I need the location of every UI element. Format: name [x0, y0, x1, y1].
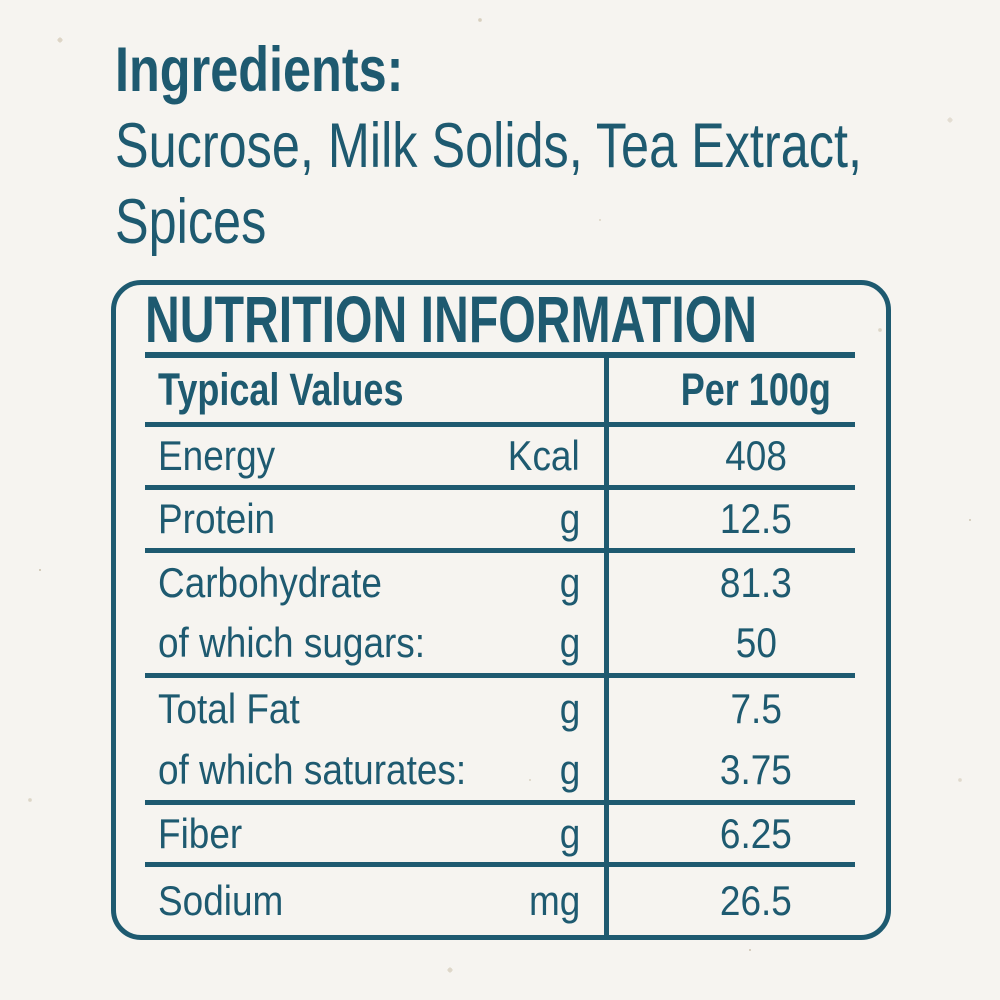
row-unit: g — [559, 559, 580, 606]
ingredients-line-1: Sucrose, Milk Solids, Tea Extract, — [115, 108, 1000, 184]
nutrition-title: NUTRITION INFORMATION — [145, 281, 757, 356]
row-unit: g — [559, 495, 580, 542]
header-label-cell: Typical Values — [116, 358, 604, 422]
table-row: Total Fat g 7.5 — [116, 678, 886, 739]
row-label: Fiber — [158, 809, 243, 857]
label-cell: Carbohydrate g — [116, 553, 604, 613]
value-cell: 7.5 — [604, 678, 886, 739]
table-subrow: of which saturates: g 3.75 — [116, 739, 886, 800]
row-separator — [145, 862, 855, 867]
header-per-cell: Per 100g — [604, 358, 886, 422]
label-cell: of which sugars: g — [116, 613, 604, 673]
label-cell: Protein g — [116, 490, 604, 548]
row-value: 6.25 — [720, 809, 792, 857]
column-divider — [604, 358, 609, 935]
value-cell: 81.3 — [604, 553, 886, 613]
row-group-sodium: Sodium mg 26.5 — [116, 867, 886, 935]
row-value: 26.5 — [720, 877, 792, 924]
label-cell: Energy Kcal — [116, 427, 604, 485]
ingredients-line-2-text: Spices — [115, 187, 267, 257]
row-value: 3.75 — [720, 745, 792, 793]
table-row: Sodium mg 26.5 — [116, 867, 886, 935]
row-value: 81.3 — [720, 559, 792, 606]
row-label: Total Fat — [158, 684, 300, 732]
row-value: 12.5 — [720, 495, 792, 542]
label-cell: Fiber g — [116, 805, 604, 862]
row-unit: g — [559, 619, 580, 666]
label-cell: Total Fat g — [116, 678, 604, 739]
row-separator — [145, 673, 855, 678]
table-row: Fiber g 6.25 — [116, 805, 886, 862]
row-value: 7.5 — [730, 684, 782, 732]
row-unit: g — [559, 809, 580, 857]
value-cell: 6.25 — [604, 805, 886, 862]
row-value: 50 — [735, 619, 777, 666]
header-typical-values: Typical Values — [158, 364, 404, 415]
label-cell: Sodium mg — [116, 867, 604, 935]
row-group-total-fat: Total Fat g 7.5 of which saturates: g 3.… — [116, 678, 886, 800]
value-cell: 408 — [604, 427, 886, 485]
row-value: 408 — [725, 432, 787, 479]
row-label: Protein — [158, 495, 276, 542]
row-separator — [145, 422, 855, 427]
row-unit: Kcal — [508, 432, 580, 479]
row-unit: g — [559, 745, 580, 793]
ingredients-line-2: Spices — [115, 184, 1000, 260]
row-label: Energy — [158, 432, 276, 479]
ingredients-section: Ingredients: Sucrose, Milk Solids, Tea E… — [115, 32, 1000, 260]
row-label: of which sugars: — [158, 619, 426, 666]
row-separator — [145, 800, 855, 805]
value-cell: 12.5 — [604, 490, 886, 548]
table-row: Carbohydrate g 81.3 — [116, 553, 886, 613]
row-label: Carbohydrate — [158, 559, 382, 606]
table-subrow: of which sugars: g 50 — [116, 613, 886, 673]
value-cell: 26.5 — [604, 867, 886, 935]
row-unit: mg — [528, 877, 580, 924]
value-cell: 50 — [604, 613, 886, 673]
nutrition-table: Typical Values Per 100g Energy Kcal 408 — [116, 358, 886, 935]
nutrition-information-box: NUTRITION INFORMATION Typical Values Per… — [111, 280, 891, 940]
table-row: Protein g 12.5 — [116, 490, 886, 548]
header-per-100g: Per 100g — [680, 364, 832, 415]
row-group-carbohydrate: Carbohydrate g 81.3 of which sugars: g 5… — [116, 553, 886, 673]
row-separator — [145, 548, 855, 553]
row-label: of which saturates: — [158, 745, 467, 793]
row-separator — [145, 485, 855, 490]
ingredients-heading-text: Ingredients: — [115, 35, 404, 105]
row-group-protein: Protein g 12.5 — [116, 490, 886, 548]
table-header-row: Typical Values Per 100g — [116, 358, 886, 422]
row-unit: g — [559, 684, 580, 732]
value-cell: 3.75 — [604, 739, 886, 800]
row-group-energy: Energy Kcal 408 — [116, 427, 886, 485]
title-rule — [145, 352, 855, 358]
row-group-fiber: Fiber g 6.25 — [116, 805, 886, 862]
nutrition-title-row: NUTRITION INFORMATION — [116, 282, 886, 356]
ingredients-line-1-text: Sucrose, Milk Solids, Tea Extract, — [115, 111, 862, 181]
label-cell: of which saturates: g — [116, 739, 604, 800]
ingredients-heading: Ingredients: — [115, 32, 1000, 108]
table-row: Energy Kcal 408 — [116, 427, 886, 485]
row-label: Sodium — [158, 877, 284, 924]
